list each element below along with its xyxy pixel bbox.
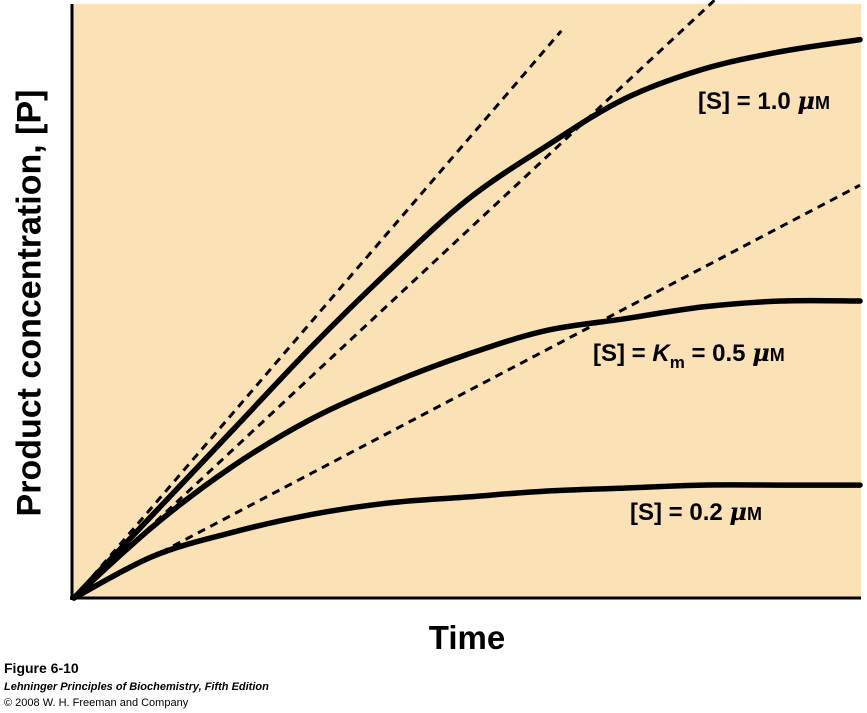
series-label-1-0-prefix: [S] = 1.0	[698, 88, 797, 115]
x-axis-label: Time	[429, 619, 505, 657]
series-label-km-prefix: [S] =	[593, 340, 652, 367]
figure-caption-title: Figure 6-10	[4, 660, 79, 676]
y-axis-label: Product concentration, [P]	[11, 90, 50, 517]
figure-caption-book: Lehninger Principles of Biochemistry, Fi…	[4, 681, 269, 693]
series-label-1-0: [S] = 1.0 μM	[698, 86, 830, 116]
series-label-km-suffix: = 0.5	[685, 340, 752, 367]
series-label-0-2-prefix: [S] = 0.2	[630, 499, 729, 526]
series-label-km-sub: m	[670, 353, 685, 372]
series-label-km-mu: μ	[752, 338, 770, 367]
series-label-1-0-mu: μ	[797, 86, 815, 115]
series-label-km: [S] = Km = 0.5 μM	[593, 338, 785, 368]
series-label-0-2-mu: μ	[729, 497, 747, 526]
series-label-km-unit: M	[770, 345, 785, 365]
series-label-km-k: K	[652, 340, 669, 367]
series-label-1-0-unit: M	[815, 93, 830, 113]
series-label-0-2: [S] = 0.2 μM	[630, 497, 762, 527]
series-label-0-2-unit: M	[747, 504, 762, 524]
figure-caption-copyright: © 2008 W. H. Freeman and Company	[4, 697, 188, 709]
